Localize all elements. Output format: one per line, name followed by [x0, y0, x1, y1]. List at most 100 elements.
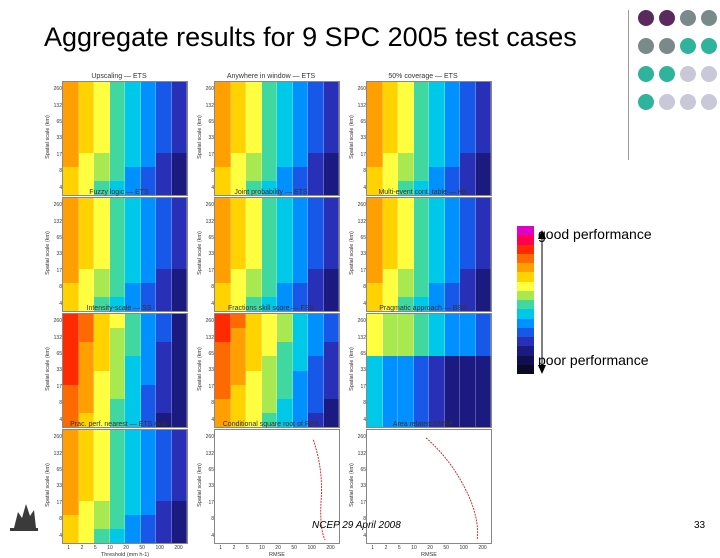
heatmap-cell [78, 444, 94, 459]
heatmap-cell [171, 240, 187, 255]
heatmap-cell [460, 254, 476, 269]
heatmap-cell [140, 444, 156, 459]
heatmap-cell [140, 296, 156, 311]
heatmap-cell [78, 500, 94, 515]
heatmap-cell [63, 500, 79, 515]
heatmap-cell [398, 138, 414, 153]
heatmap-cell [246, 152, 262, 167]
heatmap-cell [78, 226, 94, 241]
heatmap-cell [230, 138, 246, 153]
heatmap-cell [109, 296, 125, 311]
heatmap-cell [109, 444, 125, 459]
heatmap-cell [109, 384, 125, 399]
heatmap-cell [140, 282, 156, 297]
heatmap-cell [63, 152, 79, 167]
heatmap-cell [323, 254, 339, 269]
heatmap-cell [398, 180, 414, 195]
heatmap-cell [277, 370, 293, 385]
heatmap-cell [230, 282, 246, 297]
heatmap-cell [246, 96, 262, 111]
heatmap-cell [246, 398, 262, 413]
heatmap-cell [398, 212, 414, 227]
heatmap-cell [323, 96, 339, 111]
heatmap-cell [140, 124, 156, 139]
heatmap-cell [246, 254, 262, 269]
heatmap-cell [230, 166, 246, 181]
legend-swatch [517, 281, 534, 291]
heatmap-cell [94, 180, 110, 195]
heatmap-cell [277, 254, 293, 269]
heatmap-cell [109, 514, 125, 529]
y-tick: 17 [56, 383, 62, 390]
y-axis-label: Spatial scale (km) [197, 231, 203, 275]
heatmap-cell [63, 254, 79, 269]
heatmap-cell [156, 398, 172, 413]
heatmap [214, 197, 340, 312]
heatmap-cell [292, 110, 308, 125]
heatmap-cell [63, 268, 79, 283]
heatmap-cell [444, 356, 460, 371]
heatmap-cell [94, 198, 110, 213]
y-tick: 33 [208, 483, 214, 490]
heatmap-cell [277, 110, 293, 125]
heatmap-cell [277, 226, 293, 241]
heatmap-cell [215, 226, 231, 241]
heatmap-cell [429, 240, 445, 255]
heatmap-cell [292, 212, 308, 227]
heatmap-cell [156, 472, 172, 487]
heatmap-cell [367, 356, 383, 371]
heatmap-cell [308, 240, 324, 255]
heatmap-cell [125, 328, 141, 343]
decorative-dot [680, 38, 696, 54]
heatmap-cell [261, 254, 277, 269]
y-tick: 65 [360, 467, 366, 474]
legend-swatch [517, 235, 534, 245]
legend-swatch [517, 318, 534, 328]
heatmap-cell [156, 110, 172, 125]
heatmap-cell [444, 138, 460, 153]
heatmap-cell [382, 254, 398, 269]
panel-title: Pragmatic approach — BSS [379, 305, 467, 312]
heatmap-cell [125, 514, 141, 529]
heatmap-cell [292, 356, 308, 371]
heatmap-cell [323, 110, 339, 125]
heatmap-cell [171, 514, 187, 529]
heatmap-cell [109, 528, 125, 543]
heatmap-cell [277, 282, 293, 297]
heatmap-cell [109, 342, 125, 357]
heatmap-cell [429, 370, 445, 385]
heatmap-cell [140, 152, 156, 167]
heatmap-cell [215, 296, 231, 311]
heatmap-cell [125, 430, 141, 445]
heatmap-cell [261, 226, 277, 241]
heatmap-cell [367, 254, 383, 269]
heatmap-cell [78, 124, 94, 139]
heatmap-cell [277, 166, 293, 181]
heatmap-cell [398, 198, 414, 213]
y-tick: 8 [363, 284, 366, 291]
heatmap-cell [429, 342, 445, 357]
heatmap-cell [382, 328, 398, 343]
heatmap-cell [109, 412, 125, 427]
y-tick: 132 [205, 102, 214, 109]
heatmap-cell [109, 96, 125, 111]
heatmap-cell [460, 296, 476, 311]
decorative-dot [680, 94, 696, 110]
heatmap-cell [398, 296, 414, 311]
heatmap-cell [94, 486, 110, 501]
heatmap-cell [292, 180, 308, 195]
heatmap-cell [246, 342, 262, 357]
y-tick: 8 [363, 168, 366, 175]
heatmap-cell [171, 96, 187, 111]
heatmap-cell [140, 166, 156, 181]
heatmap-cell [230, 356, 246, 371]
heatmap-cell [382, 384, 398, 399]
panel-title: Intensity-scale — SS [86, 305, 152, 312]
heatmap-cell [215, 356, 231, 371]
heatmap-cell [398, 110, 414, 125]
panel-9: Pragmatic approach — BSS Spatial scale (k… [348, 304, 498, 442]
heatmap-cell [63, 212, 79, 227]
legend-swatch [517, 263, 534, 273]
heatmap-cell [261, 82, 277, 97]
heatmap-cell [230, 254, 246, 269]
